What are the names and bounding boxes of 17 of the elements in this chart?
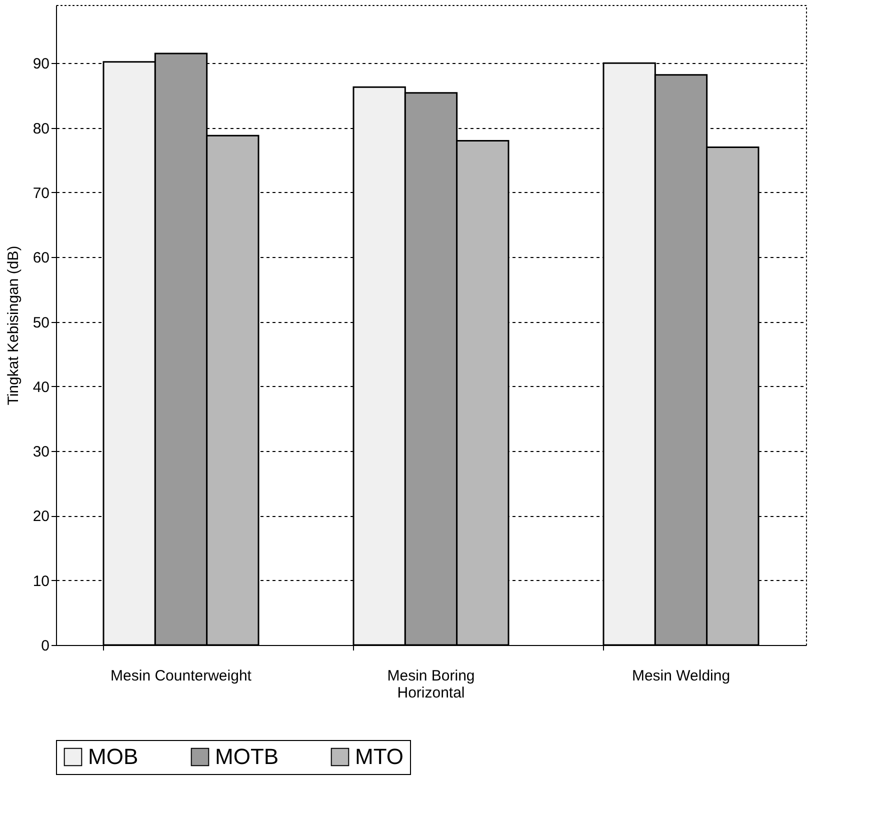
legend-label: MOTB <box>215 744 279 769</box>
x-tick-label: Mesin Boring Horizontal <box>387 668 475 702</box>
y-tick-label: 0 <box>41 638 50 654</box>
legend-label: MTO <box>355 744 404 769</box>
y-tick-label: 30 <box>32 444 50 461</box>
y-tick-label: 10 <box>32 572 50 590</box>
y-tick-label: 20 <box>32 508 50 526</box>
x-tick-label: Mesin Counterweight <box>110 668 252 684</box>
y-tick-label: 40 <box>32 378 50 396</box>
y-tick-label: 60 <box>32 250 50 267</box>
y-axis-title: Tingkat Kebisingan (dB) <box>4 246 22 406</box>
legend-label: MOB <box>88 744 138 769</box>
y-tick-label: 50 <box>32 314 50 332</box>
x-tick-label: Mesin Welding <box>632 668 730 684</box>
y-tick-label: 90 <box>32 56 50 73</box>
y-tick-label: 70 <box>32 184 50 202</box>
y-tick-label: 80 <box>32 120 50 138</box>
